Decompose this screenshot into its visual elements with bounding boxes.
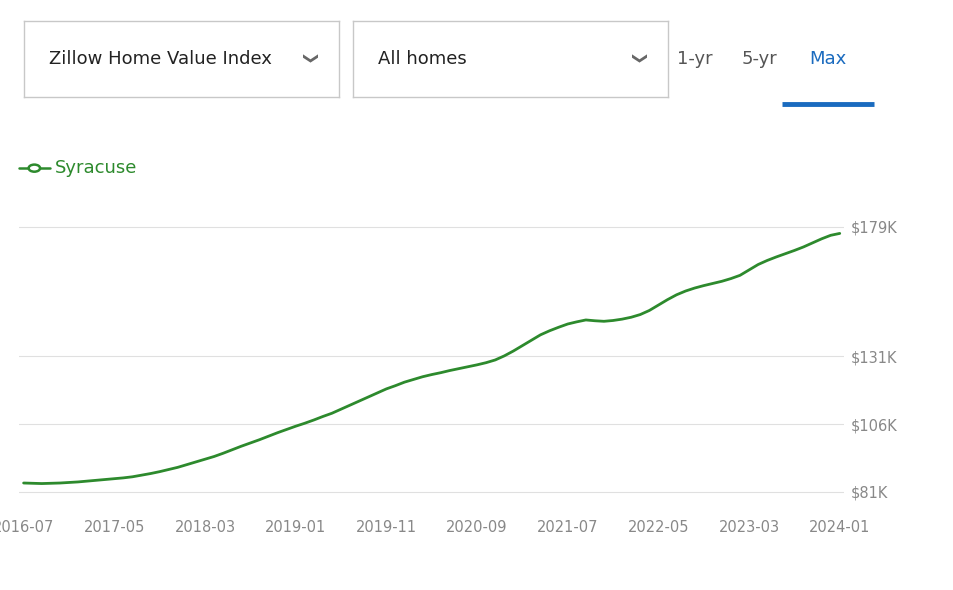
Text: 1-yr: 1-yr (676, 50, 712, 68)
Text: ❯: ❯ (628, 53, 643, 65)
Text: Max: Max (808, 50, 846, 68)
Text: Zillow Home Value Index: Zillow Home Value Index (49, 50, 272, 68)
Text: ❯: ❯ (299, 53, 314, 65)
Text: Syracuse: Syracuse (55, 159, 137, 177)
Text: All homes: All homes (377, 50, 466, 68)
Text: 5-yr: 5-yr (740, 50, 777, 68)
